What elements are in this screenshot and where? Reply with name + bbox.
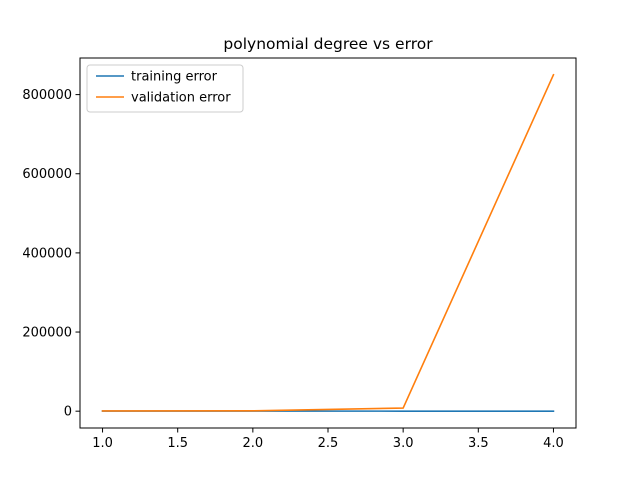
y-tick-label: 400000: [22, 246, 72, 261]
series-line-validation-error: [101, 73, 555, 412]
x-axis: 1.0 1.5 2.0 2.5 3.0 3.5 4.0: [92, 428, 564, 451]
x-tick-label: 3.5: [468, 436, 489, 451]
y-tick-label: 200000: [22, 326, 72, 341]
legend: training error validation error: [86, 64, 244, 113]
y-tick-label: 800000: [22, 88, 72, 103]
y-tick-label: 0: [64, 405, 72, 420]
chart-title: polynomial degree vs error: [223, 35, 433, 53]
x-tick-label: 2.0: [243, 436, 264, 451]
x-tick-label: 1.0: [92, 436, 113, 451]
legend-label-validation-error: validation error: [131, 91, 231, 106]
axes-frame: [79, 57, 577, 429]
legend-label-training-error: training error: [131, 70, 218, 85]
x-tick-label: 4.0: [543, 436, 564, 451]
x-tick-label: 2.5: [318, 436, 339, 451]
legend-box: [86, 64, 244, 113]
y-tick-label: 600000: [22, 167, 72, 182]
y-axis: 0 200000 400000 600000 800000: [22, 88, 80, 420]
x-tick-label: 1.5: [167, 436, 188, 451]
x-tick-label: 3.0: [393, 436, 414, 451]
series-lines: [101, 73, 555, 412]
